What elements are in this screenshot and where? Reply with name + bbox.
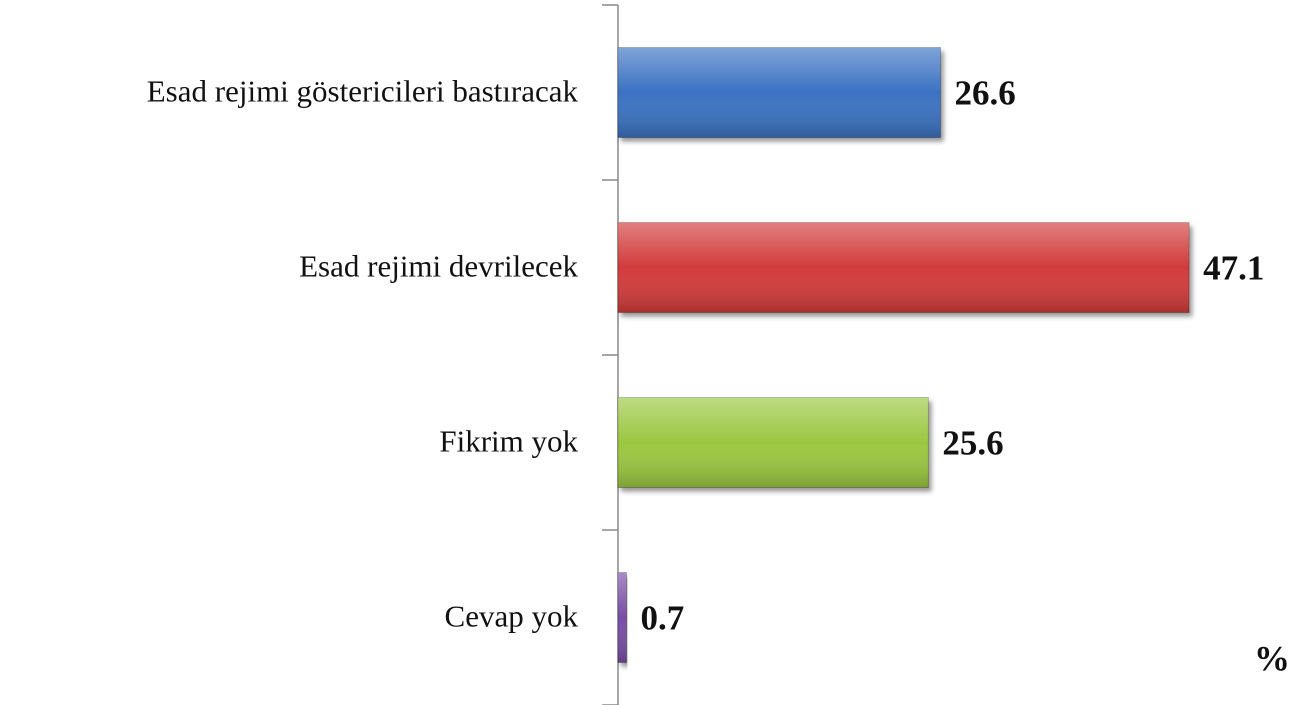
- value-label: 0.7: [640, 599, 684, 638]
- bar-shading: [618, 397, 929, 488]
- bar-group: [617, 397, 929, 488]
- value-label: 47.1: [1203, 249, 1264, 288]
- category-label: Esad rejimi devrilecek: [299, 249, 578, 284]
- bar-group: [617, 47, 942, 138]
- category-label: Esad rejimi göstericileri bastıracak: [147, 74, 579, 109]
- bar-group: [617, 572, 627, 663]
- unit-label: %: [1254, 638, 1290, 678]
- category-label: Fikrim yok: [439, 424, 578, 459]
- category-label: Cevap yok: [445, 599, 579, 634]
- bar-shading: [618, 47, 941, 138]
- bar-shading: [618, 572, 627, 663]
- value-label: 25.6: [942, 424, 1003, 463]
- bar-shading: [618, 222, 1190, 313]
- value-label: 26.6: [955, 74, 1016, 113]
- bar-group: [617, 222, 1190, 313]
